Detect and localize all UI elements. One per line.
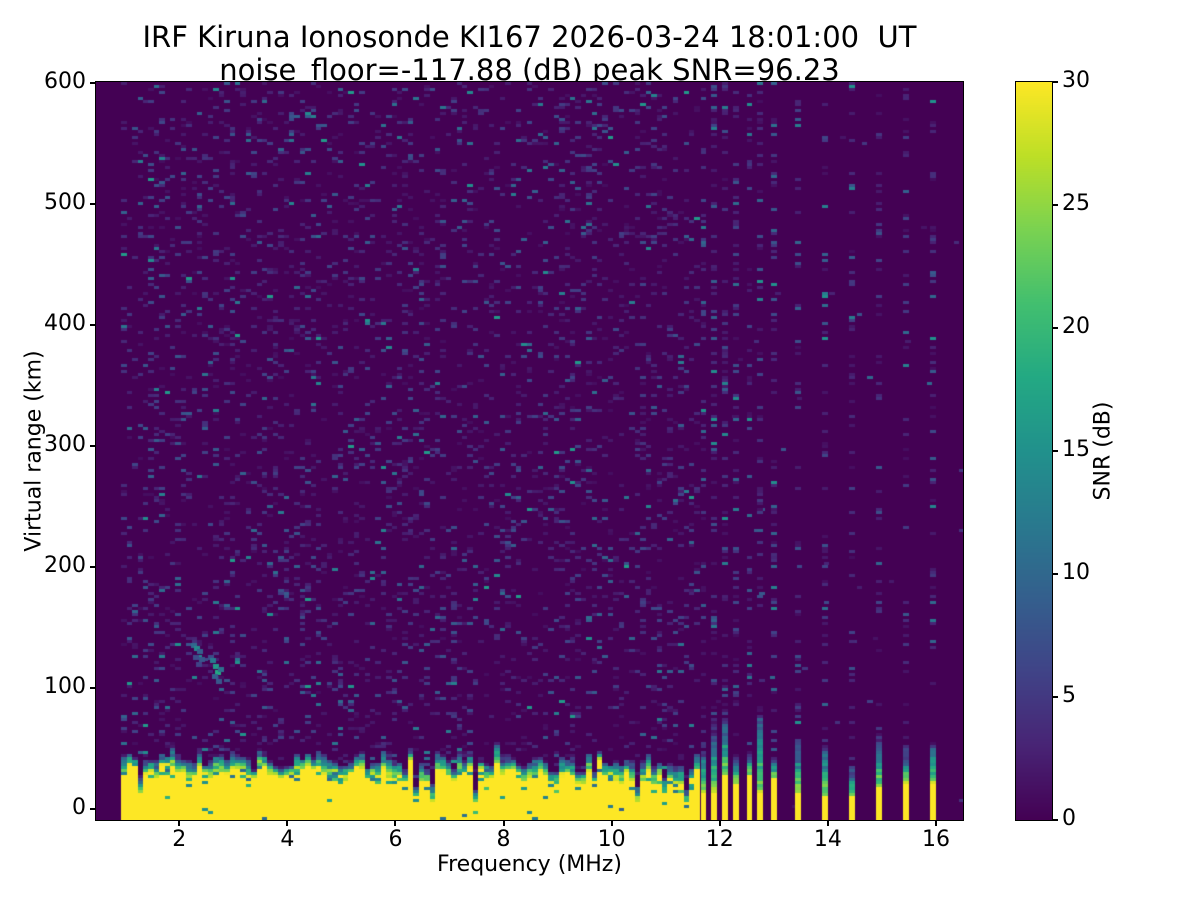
x-tick-label: 10 bbox=[597, 827, 626, 852]
colorbar-tick-label: 20 bbox=[1062, 314, 1090, 339]
y-tick bbox=[90, 445, 96, 448]
colorbar-tick bbox=[1053, 327, 1058, 329]
colorbar-tick bbox=[1053, 204, 1058, 206]
y-tick bbox=[90, 808, 96, 811]
colorbar-tick bbox=[1053, 450, 1058, 452]
y-tick bbox=[90, 566, 96, 569]
colorbar-gradient-canvas bbox=[1016, 82, 1052, 820]
figure-title: IRF Kiruna Ionosonde KI167 2026-03-24 18… bbox=[142, 20, 917, 54]
y-tick-label: 400 bbox=[44, 311, 86, 337]
y-tick bbox=[90, 82, 96, 85]
x-tick-label: 6 bbox=[388, 827, 403, 852]
x-tick bbox=[502, 821, 505, 826]
y-tick-label: 500 bbox=[44, 190, 86, 216]
x-tick bbox=[934, 821, 937, 826]
colorbar-tick-label: 0 bbox=[1062, 806, 1076, 831]
x-tick bbox=[286, 821, 289, 826]
colorbar-tick bbox=[1053, 696, 1058, 698]
colorbar-tick bbox=[1053, 819, 1058, 821]
x-tick bbox=[178, 821, 181, 826]
colorbar-tick-label: 30 bbox=[1062, 68, 1090, 93]
colorbar-label: SNR (dB) bbox=[1090, 401, 1116, 501]
x-axis-label: Frequency (MHz) bbox=[437, 852, 622, 877]
x-tick bbox=[826, 821, 829, 826]
y-tick bbox=[90, 324, 96, 327]
x-tick-label: 4 bbox=[280, 827, 295, 852]
x-tick bbox=[610, 821, 613, 826]
x-tick-label: 16 bbox=[921, 827, 950, 852]
x-tick bbox=[394, 821, 397, 826]
y-tick-label: 300 bbox=[44, 432, 86, 458]
x-tick-label: 2 bbox=[172, 827, 187, 852]
y-tick bbox=[90, 687, 96, 690]
colorbar-tick-label: 25 bbox=[1062, 191, 1090, 216]
x-tick-label: 12 bbox=[705, 827, 734, 852]
y-tick-label: 100 bbox=[44, 674, 86, 700]
y-tick-label: 600 bbox=[44, 69, 86, 95]
colorbar-tick-label: 5 bbox=[1062, 683, 1076, 708]
figure-title-block: IRF Kiruna Ionosonde KI167 2026-03-24 18… bbox=[96, 21, 963, 87]
x-tick bbox=[718, 821, 721, 826]
ionogram-heatmap-canvas bbox=[96, 82, 963, 820]
colorbar-tick-label: 10 bbox=[1062, 560, 1090, 585]
y-tick-label: 0 bbox=[72, 795, 86, 821]
x-tick-label: 8 bbox=[496, 827, 511, 852]
y-tick bbox=[90, 203, 96, 206]
colorbar-tick bbox=[1053, 573, 1058, 575]
x-tick-label: 14 bbox=[813, 827, 842, 852]
colorbar-tick-label: 15 bbox=[1062, 437, 1090, 462]
y-tick-label: 200 bbox=[44, 553, 86, 579]
colorbar-tick bbox=[1053, 81, 1058, 83]
